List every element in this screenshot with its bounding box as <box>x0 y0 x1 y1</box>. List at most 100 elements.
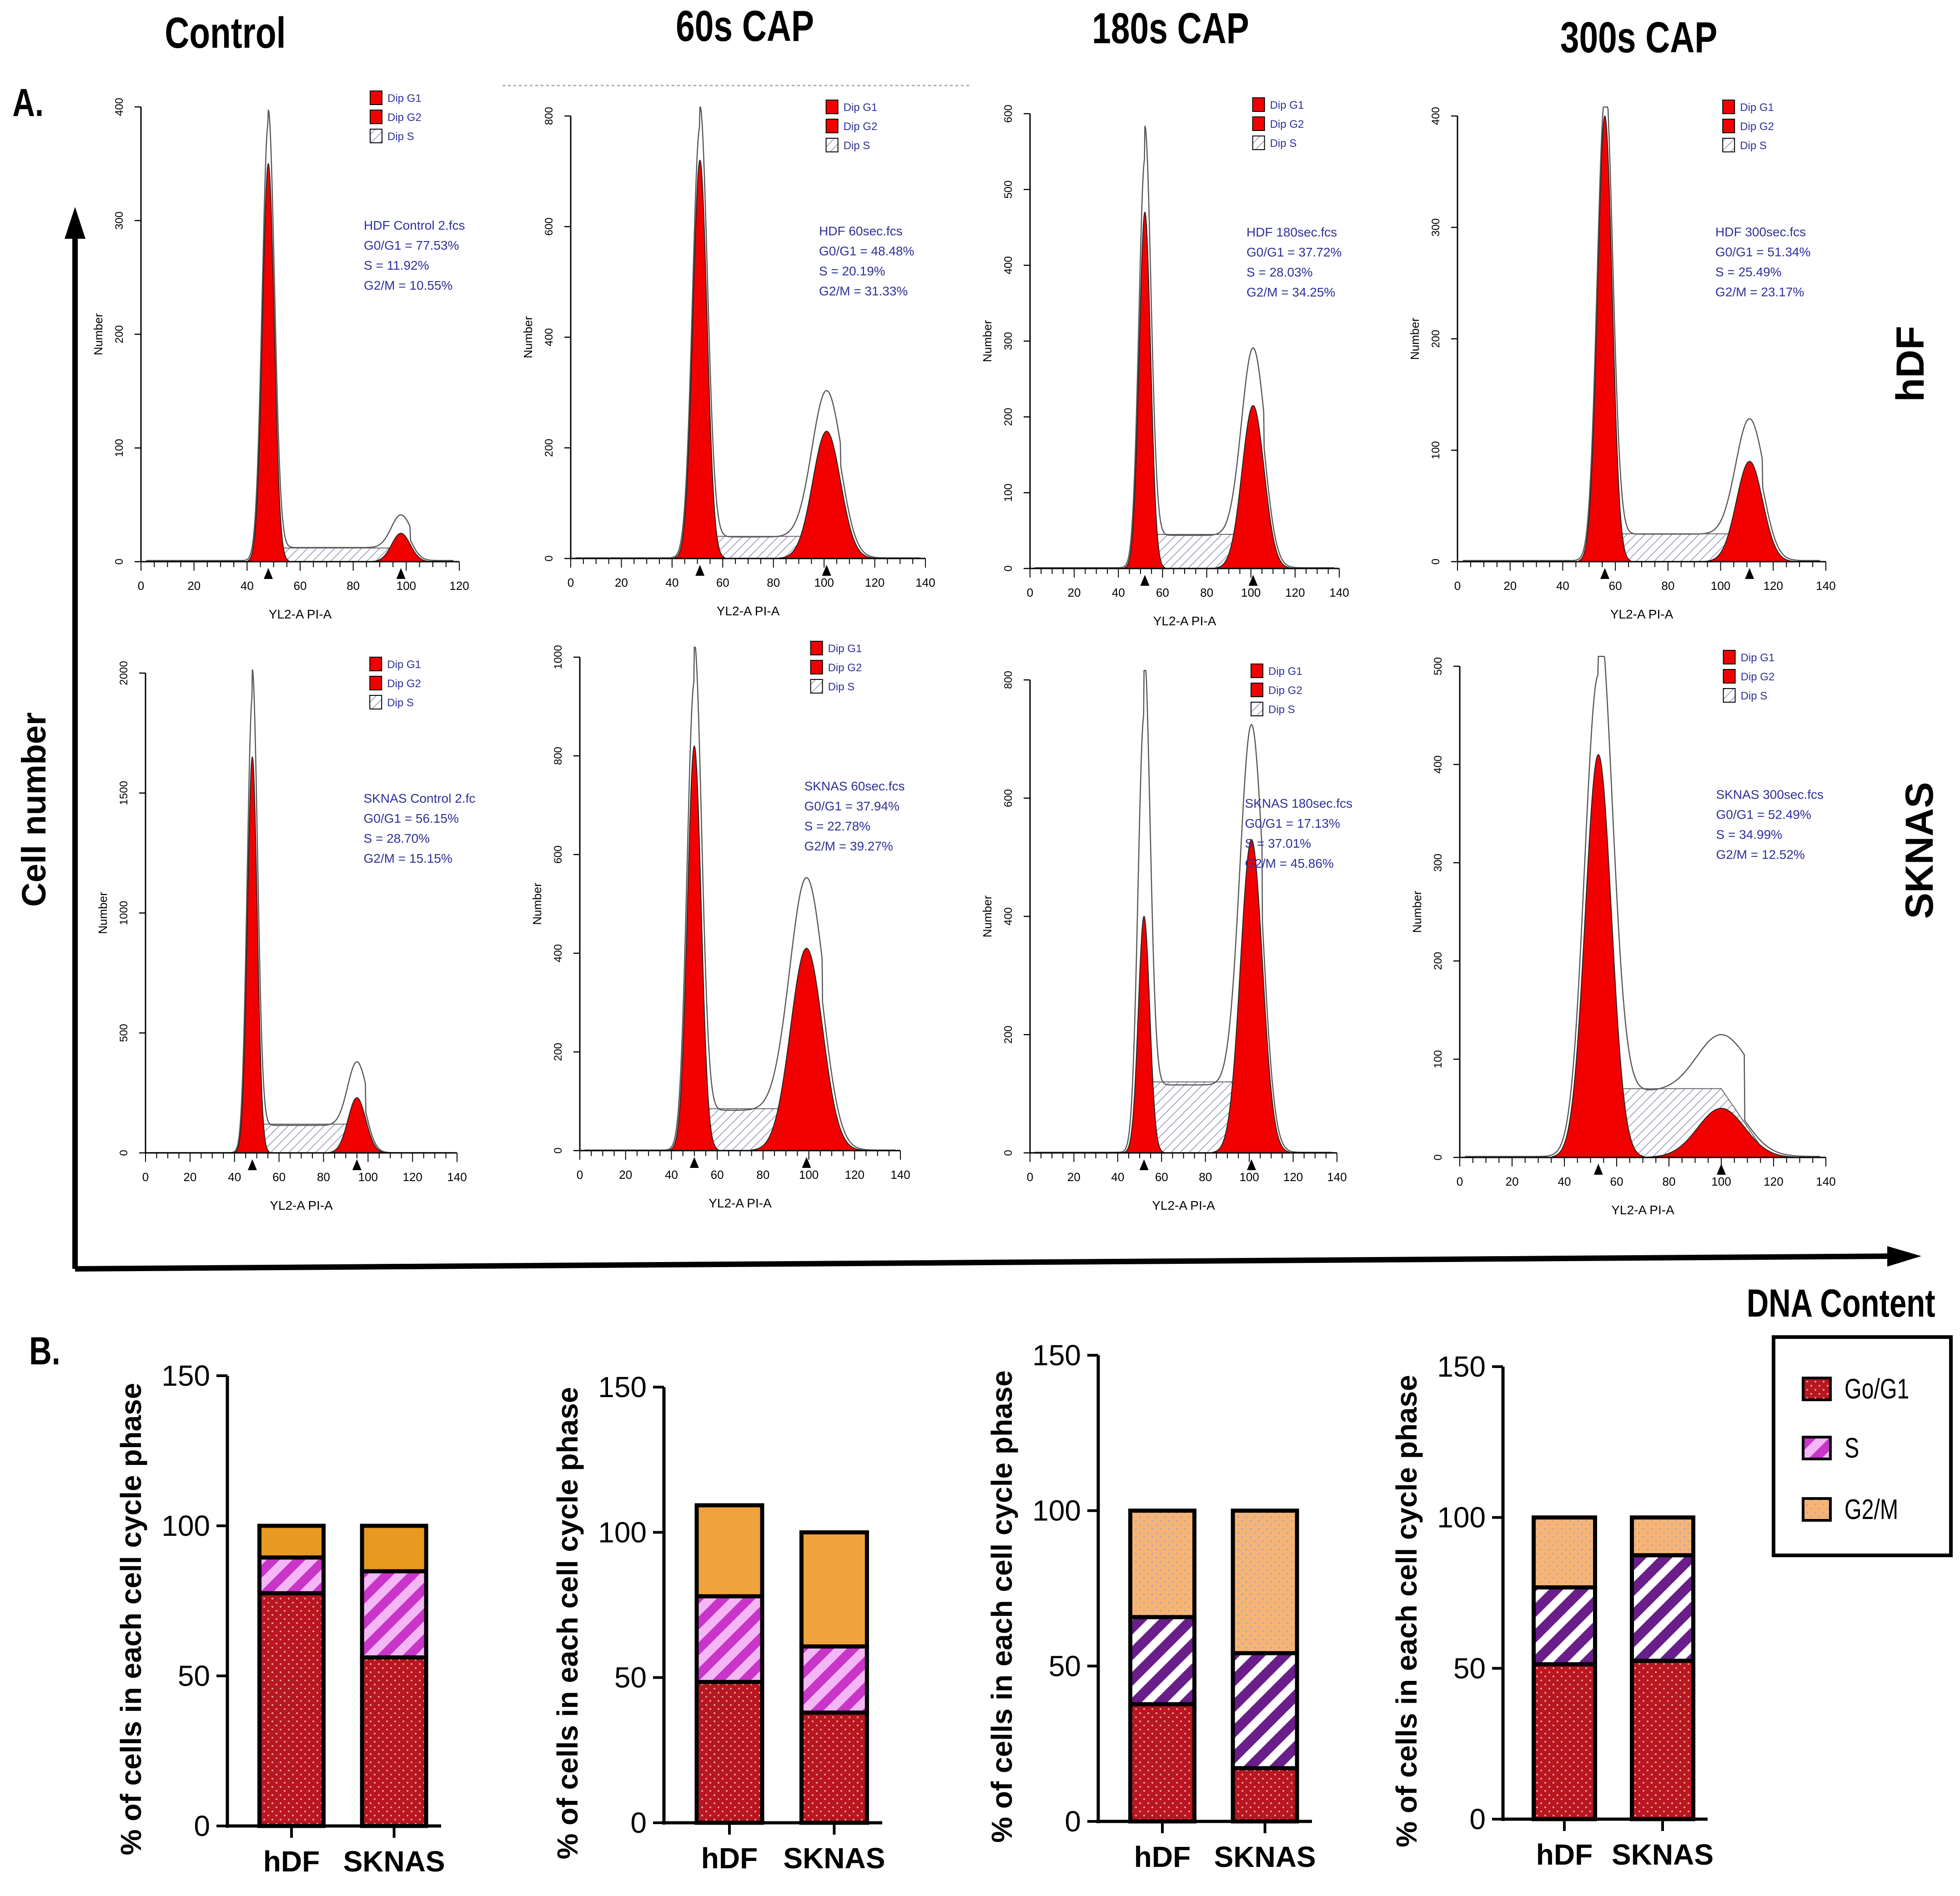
y-axis-title: Number <box>980 320 994 362</box>
y-tick-label: 100 <box>113 439 126 457</box>
y-axis-title: % of cells in each cell cycle phase <box>115 1383 147 1856</box>
heading-300s-cap: 300s CAP <box>1560 13 1717 62</box>
x-axis-title: YL2-A PI-A <box>1611 1203 1674 1217</box>
x-tick-label: hDF <box>263 1845 320 1878</box>
stats-text: HDF 300sec.fcs <box>1715 225 1806 239</box>
stats-text: G2/M = 39.27% <box>804 839 893 853</box>
y-tick-label: 0 <box>630 1806 647 1839</box>
x-tick-label: 60 <box>272 1170 286 1184</box>
legend-swatch <box>370 110 382 124</box>
x-tick-label: 20 <box>1067 1170 1081 1184</box>
stats-text: S = 20.19% <box>819 264 885 278</box>
y-tick-label: 800 <box>1002 671 1015 689</box>
x-tick-label: 140 <box>1816 1175 1835 1188</box>
x-tick-label: 60 <box>1155 1170 1168 1184</box>
x-tick-label: 140 <box>447 1170 467 1184</box>
y-tick-label: 2000 <box>118 661 130 685</box>
bar-chart-60s-cap: 0 50 100 150 % of cells in each cell cycle p… <box>551 1371 885 1875</box>
g1-peak <box>1578 115 1631 562</box>
histogram-sknas-300s-cap: 0 100 200 300 400 500 0 20 40 60 80 100 120 140 YL2-A … <box>1410 650 1836 1217</box>
peak-marker <box>1745 568 1754 579</box>
fit-envelope <box>1465 656 1820 1157</box>
legend-label: Dip G1 <box>1270 99 1304 111</box>
y-tick-label: 400 <box>1430 107 1442 125</box>
bar-segment-gog1 <box>360 1655 428 1828</box>
x-tick-label: 140 <box>1327 1170 1347 1184</box>
panel-a-label: A. <box>12 81 44 125</box>
x-axis-title: YL2-A PI-A <box>269 607 332 621</box>
bar-segment-gog1 <box>1128 1702 1196 1824</box>
x-tick-label: 0 <box>1027 586 1033 599</box>
peak-marker <box>1593 1164 1603 1175</box>
bar-segment-s <box>1532 1585 1597 1666</box>
histogram-hdf-60s-cap: 0 200 400 600 800 0 20 40 60 80 100 120 140 YL2-A PI-… <box>521 100 935 618</box>
x-tick-label: 120 <box>1764 1175 1783 1188</box>
bar-segment-gog1 <box>257 1591 326 1828</box>
bar-segment-g2m <box>1532 1515 1597 1589</box>
g1-peak <box>669 745 719 1151</box>
x-tick-label: 20 <box>619 1168 632 1182</box>
stats-text: G2/M = 10.55% <box>364 278 452 292</box>
legend-swatch <box>1723 688 1736 703</box>
y-tick-label: 300 <box>1432 854 1444 872</box>
peak-marker <box>1248 575 1258 586</box>
stats-text: G2/M = 23.17% <box>1715 285 1804 299</box>
x-tick-label: 80 <box>1661 579 1674 593</box>
condition-headings: Control 60s CAP 180s CAP 300s CAP <box>165 2 1717 62</box>
fit-envelope <box>1034 669 1332 1153</box>
y-tick-label: 800 <box>552 747 564 765</box>
x-tick-label: 40 <box>1111 1170 1124 1184</box>
legend-swatch <box>1252 97 1265 112</box>
stats-text: S = 28.03% <box>1246 265 1313 279</box>
stats-text: G0/G1 = 48.48% <box>819 244 914 258</box>
legend-label-g0g1: Go/G1 <box>1844 1373 1909 1404</box>
legend-label: Dip G1 <box>387 92 422 105</box>
x-tick-label: 120 <box>449 579 469 593</box>
legend-swatch <box>369 657 382 671</box>
legend-swatch <box>1722 138 1735 152</box>
legend-swatch <box>825 138 839 152</box>
x-tick-label: 140 <box>1329 586 1349 599</box>
y-tick-label: 100 <box>1432 1050 1444 1068</box>
fit-envelope <box>576 106 920 559</box>
legend-label: Dip G1 <box>1740 101 1774 114</box>
y-axis-title: % of cells in each cell cycle phase <box>551 1387 584 1860</box>
peak-marker <box>802 1157 811 1168</box>
y-tick-label: 200 <box>1432 952 1444 970</box>
stats-text: G2/M = 34.25% <box>1246 285 1335 299</box>
legend-label: Dip S <box>1740 140 1767 152</box>
legend-label: Dip G2 <box>387 111 422 124</box>
x-tick-label: 100 <box>814 576 834 589</box>
stats-text: SKNAS 180sec.fcs <box>1245 796 1353 810</box>
panel-b-label: B. <box>29 1329 60 1373</box>
x-tick-label: 80 <box>756 1168 769 1182</box>
g1-peak <box>1124 211 1166 569</box>
g2-peak <box>1703 461 1796 562</box>
legend-swatch <box>1723 650 1736 664</box>
legend-label: Dip G2 <box>1270 118 1304 131</box>
bar-segment-g2m <box>1231 1509 1299 1655</box>
stats-text: G0/G1 = 37.72% <box>1246 245 1342 259</box>
heading-60s-cap: 60s CAP <box>676 2 814 50</box>
bar-segment-gog1 <box>1630 1659 1695 1821</box>
y-tick-label: 600 <box>1002 789 1015 807</box>
heading-180s-cap: 180s CAP <box>1092 4 1249 53</box>
y-tick-label: 0 <box>552 1147 564 1153</box>
bar-segment-gog1 <box>799 1710 869 1825</box>
bar-segment-gog1 <box>1532 1662 1597 1821</box>
x-tick-label: 120 <box>1283 1170 1303 1184</box>
fit-envelope <box>150 669 452 1153</box>
fit-envelope <box>1462 106 1820 561</box>
g2-peak <box>1212 839 1291 1153</box>
legend-swatch <box>810 641 823 655</box>
legend-swatch-g0g1 <box>1802 1377 1832 1401</box>
stats-text: S = 28.70% <box>364 831 430 845</box>
bar-legend: Go/G1 S G2/M <box>1772 1335 1953 1557</box>
heading-control: Control <box>165 9 286 57</box>
histogram-sknas-60s-cap: 0 200 400 600 800 1000 0 20 40 60 80 100 120 140 YL2-A… <box>530 641 910 1210</box>
legend-label-g2m: G2/M <box>1844 1494 1898 1525</box>
x-tick-label: 120 <box>845 1168 864 1182</box>
legend-label: Dip G1 <box>387 659 421 671</box>
legend-label: Dip S <box>1741 690 1768 702</box>
g1-peak <box>1552 754 1645 1158</box>
